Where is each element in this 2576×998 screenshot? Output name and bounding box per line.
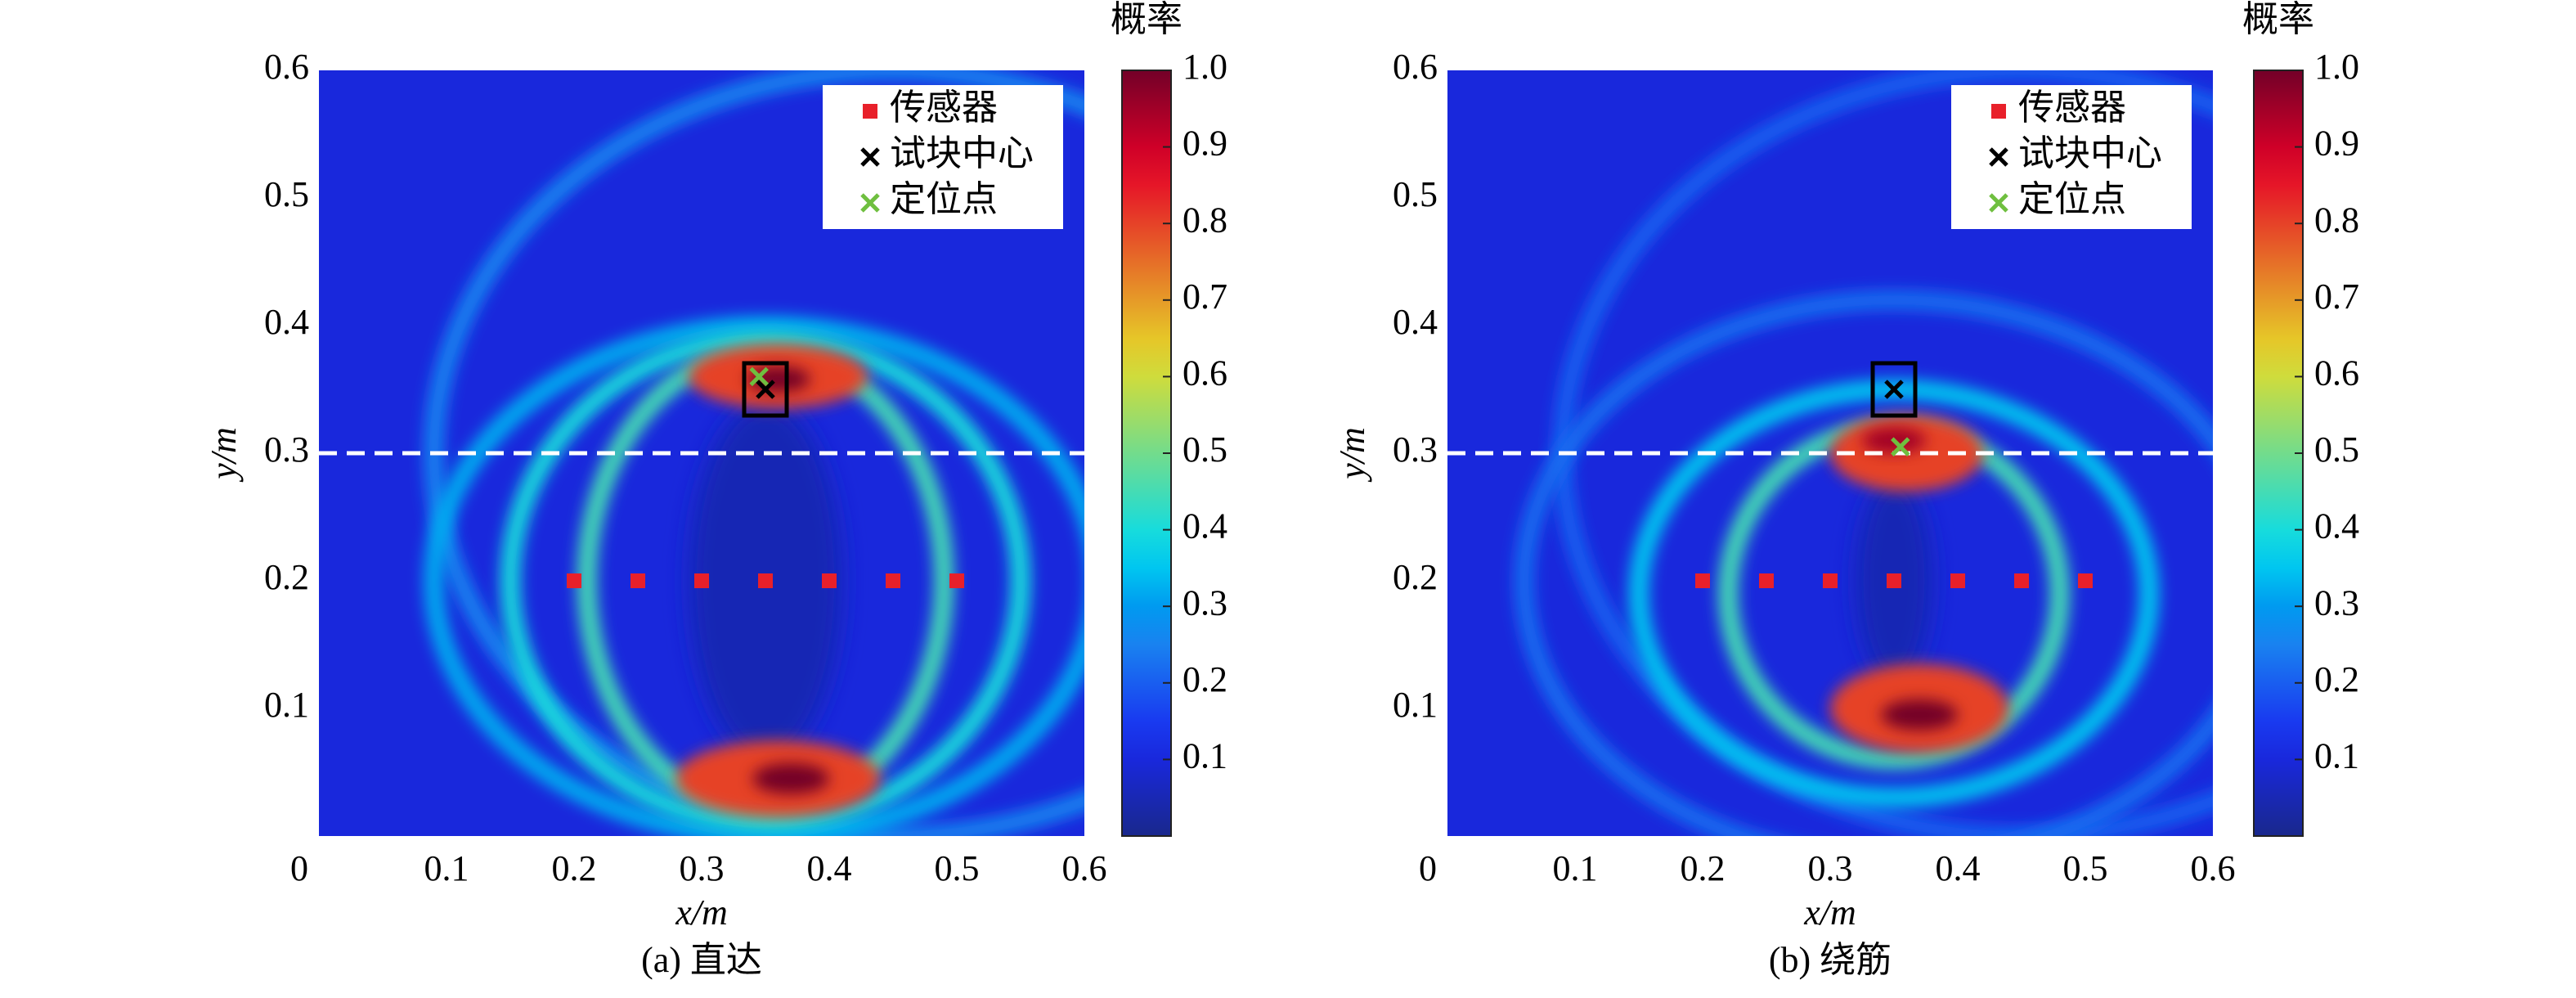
- x-tick-label: 0.3: [680, 848, 725, 888]
- highlight-box: [742, 361, 789, 418]
- legend-label: 试块中心: [2018, 133, 2162, 173]
- colorbar-tick-label: 0.9: [2314, 124, 2359, 164]
- y-tick-label: 0.5: [264, 174, 309, 214]
- colorbar-tick-label: 0.1: [1183, 735, 1227, 775]
- marker: [2078, 573, 2093, 588]
- colorbar-tick-label: 0.2: [2314, 659, 2359, 699]
- marker: [567, 573, 581, 588]
- marker: [860, 193, 880, 213]
- marker: [1695, 573, 1710, 588]
- y-tick-label: 0.3: [1393, 429, 1438, 470]
- colorbar-tick-label: 1.0: [2314, 47, 2359, 87]
- colorbar-tick-label: 0.8: [2314, 200, 2359, 240]
- marker: [1891, 437, 1910, 456]
- y-tick-label: 0.6: [1393, 47, 1438, 87]
- heatmap-peak: [752, 763, 829, 794]
- colorbar-tick-label: 0.3: [1183, 582, 1227, 623]
- colorbar-tick-label: 0.6: [1183, 353, 1227, 393]
- colorbar-tick-label: 0.5: [1183, 429, 1227, 470]
- x-tick-label: 0.4: [807, 848, 852, 888]
- y-tick-label: 0.4: [264, 302, 309, 342]
- colorbar-tick-label: 0.8: [1183, 200, 1227, 240]
- x-tick-label: 0.6: [1062, 848, 1107, 888]
- x-tick-label: 0: [1419, 848, 1437, 888]
- caption: (a) 直达: [641, 940, 762, 980]
- heatmap-ring: [1514, 290, 2213, 836]
- colorbar-tick-label: 0.2: [1183, 659, 1227, 699]
- legend-label: 传感器: [890, 88, 998, 128]
- y-axis-label: y/m: [1332, 427, 1372, 483]
- marker: [694, 573, 709, 588]
- heatmap-peak: [1881, 699, 1958, 731]
- colorbar-tick-label: 0.1: [2314, 735, 2359, 775]
- marker: [949, 573, 964, 588]
- x-tick-label: 0.2: [552, 848, 597, 888]
- marker: [863, 104, 877, 119]
- marker: [822, 573, 837, 588]
- colorbar-title: 概率: [2242, 0, 2314, 39]
- x-axis-label: x/m: [675, 892, 728, 933]
- marker: [756, 380, 775, 399]
- legend-label: 定位点: [2018, 179, 2126, 219]
- colorbar-tick-label: 0.4: [1183, 506, 1227, 546]
- heatmap-ring: [500, 328, 1030, 834]
- marker: [1823, 573, 1838, 588]
- y-tick-label: 0.3: [264, 429, 309, 470]
- legend-label: 定位点: [890, 179, 998, 219]
- marker: [1887, 573, 1901, 588]
- heatmap-ring: [424, 316, 1084, 836]
- colorbar-tick-label: 0.6: [2314, 353, 2359, 393]
- y-tick-label: 0.5: [1393, 174, 1438, 214]
- marker: [1989, 147, 2008, 167]
- x-tick-label: 0.5: [2063, 848, 2108, 888]
- y-tick-label: 0.2: [264, 557, 309, 597]
- x-tick-label: 0.2: [1681, 848, 1726, 888]
- colorbar-tick-label: 0.3: [2314, 582, 2359, 623]
- colorbar-tick-label: 0.5: [2314, 429, 2359, 470]
- y-tick-label: 0.6: [264, 47, 309, 87]
- x-tick-label: 0.6: [2191, 848, 2236, 888]
- marker: [2014, 573, 2029, 588]
- y-axis-label: y/m: [204, 427, 244, 483]
- colorbar-tick-label: 0.9: [1183, 124, 1227, 164]
- y-tick-label: 0.4: [1393, 302, 1438, 342]
- x-tick-label: 0: [290, 848, 308, 888]
- marker: [1759, 573, 1774, 588]
- legend-label: 试块中心: [890, 133, 1034, 173]
- y-tick-label: 0.1: [264, 685, 309, 725]
- x-tick-label: 0.5: [935, 848, 980, 888]
- y-tick-label: 0.1: [1393, 685, 1438, 725]
- legend-label: 传感器: [2018, 88, 2126, 128]
- marker: [1884, 380, 1904, 399]
- x-tick-label: 0.3: [1808, 848, 1853, 888]
- caption: (b) 绕筋: [1769, 940, 1892, 980]
- colorbar-tick-label: 0.7: [1183, 276, 1227, 317]
- marker: [631, 573, 645, 588]
- colorbar-tick-label: 0.4: [2314, 506, 2359, 546]
- colorbar-tick-label: 0.7: [2314, 276, 2359, 317]
- y-tick-label: 0.2: [1393, 557, 1438, 597]
- marker: [1991, 104, 2006, 119]
- highlight-box: [1870, 361, 1918, 418]
- colorbar-tick-label: 1.0: [1183, 47, 1227, 87]
- marker: [758, 573, 773, 588]
- colorbar-title: 概率: [1111, 0, 1183, 39]
- marker: [749, 366, 769, 387]
- x-tick-label: 0.4: [1936, 848, 1981, 888]
- x-axis-label: x/m: [1803, 892, 1856, 933]
- marker: [1950, 573, 1965, 588]
- marker: [886, 573, 900, 588]
- x-tick-label: 0.1: [1553, 848, 1598, 888]
- x-tick-label: 0.1: [424, 848, 469, 888]
- marker: [1989, 193, 2008, 213]
- marker: [860, 147, 880, 167]
